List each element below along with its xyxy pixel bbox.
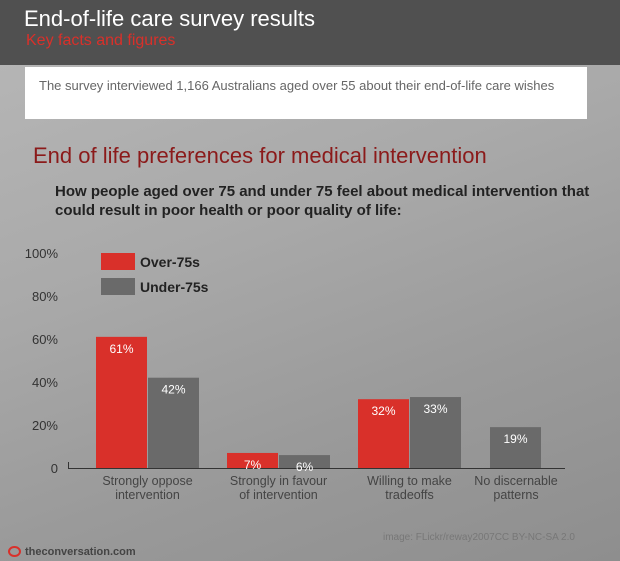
bar-over-75s [96,336,147,468]
y-tick-label: 100% [25,246,59,261]
category-label: Strongly in favour [230,474,327,488]
data-label: 6% [296,460,314,474]
legend-label: Over-75s [140,254,200,270]
data-label: 42% [161,383,185,397]
bar-under-75s [279,455,330,468]
data-label: 33% [423,402,447,416]
image-credit: image: FLickr/reway2007CC BY-NC-SA 2.0 [383,532,575,543]
category-label: of intervention [239,488,318,502]
logo: theconversation.com [8,546,136,558]
category-label: patterns [493,488,538,502]
bar-under-75s [410,397,461,468]
chart-title: End of life preferences for medical inte… [33,143,487,168]
page-subtitle: Key facts and figures [26,32,176,49]
data-label: 7% [244,458,262,472]
chart-subtitle: How people aged over 75 and under 75 fee… [55,183,590,219]
logo-text: theconversation.com [25,546,136,558]
legend-swatch [101,278,135,295]
data-label: 61% [109,342,133,356]
legend-label: Under-75s [140,279,209,295]
category-label: tradeoffs [385,488,433,502]
bar-under-75s [148,377,199,468]
page-title: End-of-life care survey results [24,6,315,31]
y-tick-label: 60% [32,332,58,347]
category-label: Willing to make [367,474,452,488]
legend-swatch [101,253,135,270]
y-tick-label: 40% [32,375,58,390]
bar-over-75s [227,452,278,468]
intro-box: The survey interviewed 1,166 Australians… [25,67,587,119]
bar-over-75s [358,399,409,468]
bar-under-75s [490,427,541,468]
category-label: No discernable [474,474,557,488]
y-tick-label: 80% [32,289,58,304]
category-label: Strongly oppose [102,474,192,488]
y-tick-label: 0 [51,461,58,476]
y-tick-label: 20% [32,418,58,433]
header: End-of-life care survey results Key fact… [0,0,620,65]
data-label: 32% [371,404,395,418]
category-label: intervention [115,488,180,502]
speech-bubble-icon [8,546,21,557]
data-label: 19% [503,432,527,446]
